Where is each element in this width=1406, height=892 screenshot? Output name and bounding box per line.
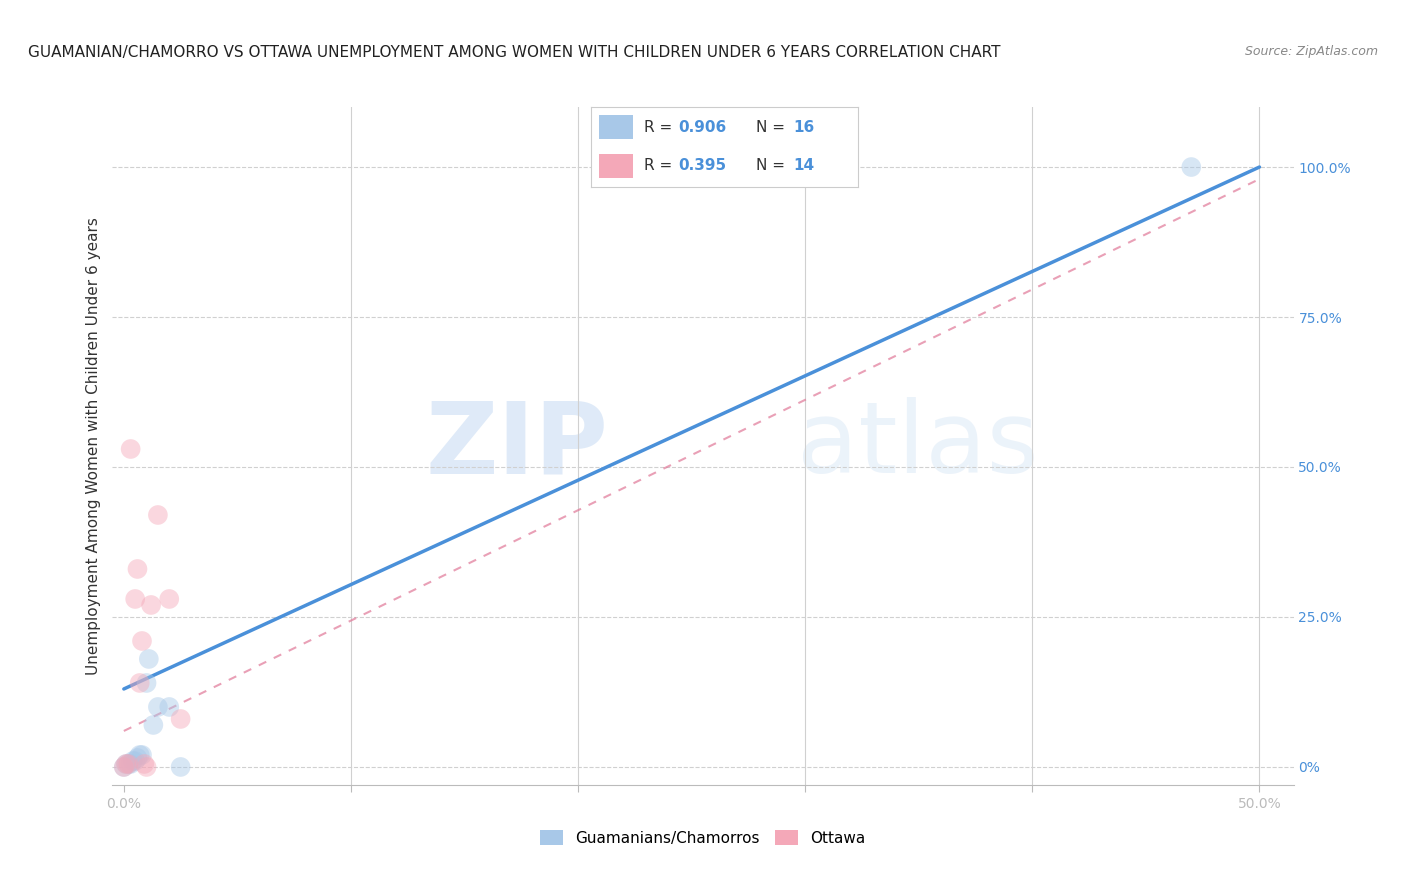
Point: [120, 756, 142, 771]
Point: [127, 562, 149, 576]
Text: Source: ZipAtlas.com: Source: ZipAtlas.com: [1244, 45, 1378, 58]
Point: [122, 754, 145, 768]
Point: [128, 747, 150, 762]
Text: GUAMANIAN/CHAMORRO VS OTTAWA UNEMPLOYMENT AMONG WOMEN WITH CHILDREN UNDER 6 YEAR: GUAMANIAN/CHAMORRO VS OTTAWA UNEMPLOYMEN…: [28, 45, 1001, 60]
Point: [120, 442, 142, 456]
Bar: [599, 115, 633, 139]
Text: ZIP: ZIP: [426, 398, 609, 494]
Text: 14: 14: [793, 158, 814, 173]
Point: [139, 598, 162, 612]
Point: [135, 760, 157, 774]
Y-axis label: Unemployment Among Women with Children Under 6 years: Unemployment Among Women with Children U…: [86, 217, 101, 675]
Point: [128, 676, 150, 690]
Point: [112, 760, 135, 774]
Point: [169, 760, 191, 774]
Text: 0.395: 0.395: [679, 158, 727, 173]
Legend: Guamanians/Chamorros, Ottawa: Guamanians/Chamorros, Ottawa: [534, 823, 872, 852]
Point: [124, 754, 146, 768]
Point: [1180, 160, 1202, 174]
Point: [112, 760, 135, 774]
Point: [117, 756, 139, 771]
Point: [157, 700, 180, 714]
Point: [146, 508, 169, 522]
Point: [142, 718, 165, 732]
Point: [146, 700, 169, 714]
Point: [131, 634, 153, 648]
Point: [157, 592, 180, 607]
Point: [134, 756, 156, 771]
Point: [117, 756, 139, 771]
Text: 16: 16: [793, 120, 815, 135]
Text: 0.906: 0.906: [679, 120, 727, 135]
Point: [127, 751, 149, 765]
Text: N =: N =: [756, 120, 790, 135]
Text: atlas: atlas: [797, 398, 1039, 494]
Bar: [599, 153, 633, 178]
Point: [131, 747, 153, 762]
Text: R =: R =: [644, 120, 678, 135]
Point: [115, 756, 138, 771]
Point: [169, 712, 191, 726]
Point: [115, 756, 138, 771]
Point: [124, 592, 146, 607]
Point: [138, 652, 160, 666]
Point: [135, 676, 157, 690]
Text: R =: R =: [644, 158, 678, 173]
Text: N =: N =: [756, 158, 790, 173]
